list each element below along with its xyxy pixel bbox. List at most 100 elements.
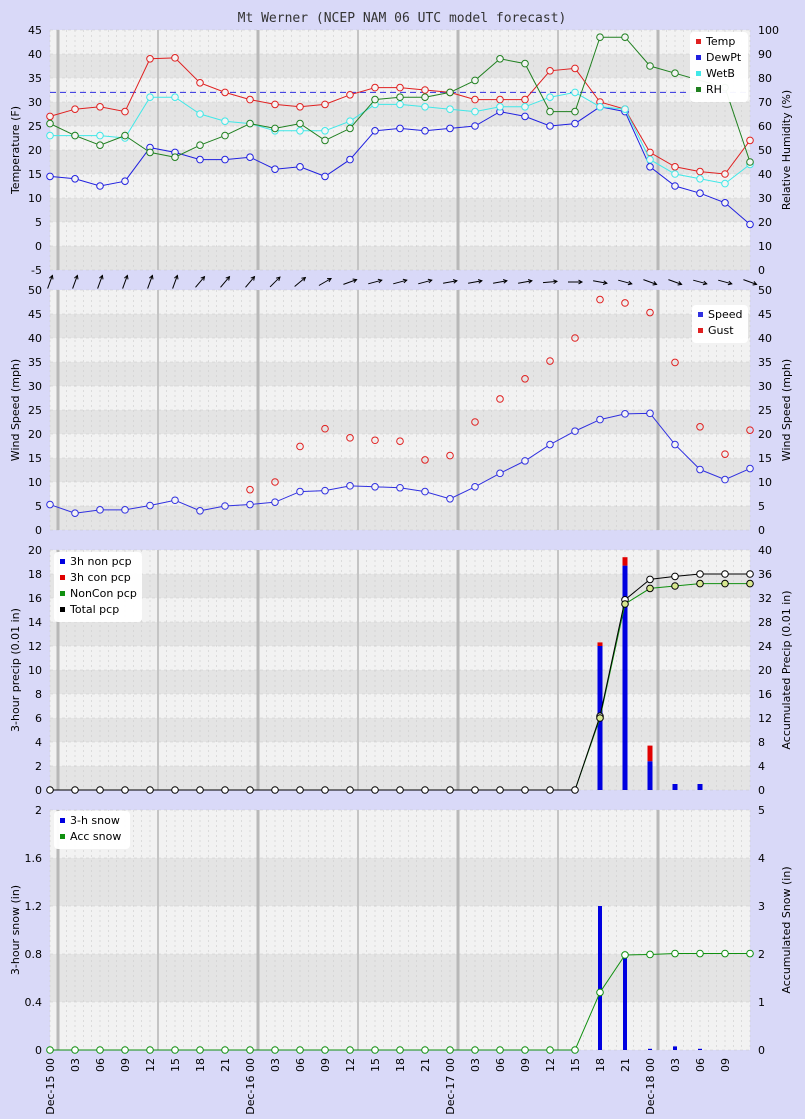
wind-arrow-shaft	[693, 279, 707, 285]
point-noncon-pcp	[646, 584, 654, 593]
point-acc-snow	[621, 951, 629, 959]
bar-3h-non-pcp	[647, 761, 653, 790]
point-acc-snow	[371, 1046, 379, 1054]
point-dewpt	[371, 127, 379, 135]
y2-tick-label: 16	[758, 688, 772, 701]
wind-arrow-head	[327, 277, 332, 283]
x-tick-label: Dec-17 00	[444, 1058, 457, 1115]
wind-arrow-head	[677, 281, 683, 286]
wind-arrow	[47, 274, 54, 289]
bar-3h-snow	[698, 1048, 702, 1050]
legend-label: 3h non pcp	[70, 555, 132, 568]
wind-arrow-head	[174, 274, 179, 280]
wind-arrow	[122, 274, 129, 289]
legend-swatch	[698, 328, 703, 333]
x-tick-label: 06	[94, 1058, 107, 1072]
wind-arrow-shaft	[343, 279, 357, 285]
point-temp	[496, 95, 504, 104]
point-gust	[521, 375, 529, 383]
point-rh	[596, 33, 604, 42]
point-acc-snow	[121, 1046, 129, 1054]
point-dewpt	[546, 122, 554, 130]
y2-tick-label: 20	[758, 428, 772, 441]
y-tick-label: 20	[28, 544, 42, 557]
wind-arrow-shaft	[493, 280, 507, 284]
point-total-pcp	[396, 786, 404, 794]
wind-arrow	[294, 276, 307, 287]
y2-axis-label: Accumulated Precip (0.01 in)	[780, 590, 793, 749]
y-tick-label: 0	[35, 784, 42, 797]
point-gust	[696, 423, 704, 431]
y-tick-label: 0	[35, 240, 42, 253]
y-tick-label: 40	[28, 48, 42, 61]
y-tick-label: 2	[35, 760, 42, 773]
wind-arrow-head	[752, 281, 758, 286]
x-tick-label: Dec-18 00	[644, 1058, 657, 1115]
x-tick-label: 21	[419, 1058, 432, 1072]
y2-tick-label: 40	[758, 332, 772, 345]
point-gust	[246, 485, 254, 494]
wind-arrow-shaft	[542, 280, 558, 284]
wind-arrow-shaft	[47, 275, 53, 289]
point-speed	[746, 464, 754, 473]
x-tick-label: 21	[219, 1058, 232, 1072]
bar-3h-snow	[673, 1046, 677, 1050]
point-total-pcp	[146, 786, 154, 794]
point-temp	[196, 79, 204, 87]
point-total-pcp	[746, 570, 754, 578]
y-tick-label: 4	[35, 736, 42, 749]
wind-arrow-head	[702, 280, 708, 286]
point-temp	[246, 95, 254, 104]
x-tick-label: 12	[344, 1058, 357, 1072]
point-dewpt	[521, 112, 529, 121]
wind-arrow-shaft	[593, 280, 607, 284]
wind-arrow	[147, 274, 154, 289]
point-acc-snow	[271, 1046, 279, 1054]
point-speed	[196, 507, 204, 515]
y-tick-label: 10	[28, 664, 42, 677]
legend-swatch	[60, 591, 65, 596]
point-wetb	[521, 103, 529, 111]
point-rh	[271, 124, 279, 133]
y2-tick-label: 0	[758, 784, 765, 797]
point-dewpt	[46, 172, 54, 181]
legend-swatch	[60, 575, 65, 580]
legend: Temp DewPt WetB RH	[690, 32, 748, 102]
point-dewpt	[671, 182, 679, 190]
y-tick-label: 15	[28, 452, 42, 465]
point-rh	[196, 141, 204, 149]
point-acc-snow	[521, 1046, 529, 1054]
wind-arrow-shaft	[172, 275, 178, 289]
point-acc-snow	[421, 1046, 429, 1054]
point-dewpt	[421, 127, 429, 135]
y2-tick-label: 12	[758, 712, 772, 725]
x-tick-label: Dec-16 00	[244, 1058, 257, 1115]
point-temp	[296, 103, 304, 111]
y2-tick-label: 30	[758, 380, 772, 393]
point-acc-snow	[546, 1046, 554, 1054]
point-wetb	[696, 175, 704, 183]
point-dewpt	[446, 124, 454, 133]
point-gust	[646, 308, 654, 317]
legend-box	[690, 32, 748, 102]
point-rh	[496, 55, 504, 63]
point-dewpt	[471, 122, 479, 130]
x-tick-label: 18	[394, 1058, 407, 1072]
x-tick-label: 09	[519, 1058, 532, 1072]
y2-tick-label: 4	[758, 852, 765, 865]
wind-arrow	[220, 275, 231, 288]
point-rh	[46, 119, 54, 128]
y-tick-label: 50	[28, 284, 42, 297]
wind-arrow-shaft	[245, 276, 255, 288]
wind-arrow-shaft	[294, 277, 306, 287]
legend-label: Temp	[705, 35, 735, 48]
point-temp	[721, 170, 729, 178]
point-temp	[571, 64, 579, 73]
point-rh	[396, 93, 404, 101]
point-total-pcp	[296, 786, 304, 794]
wind-arrow	[593, 280, 608, 285]
point-temp	[271, 100, 279, 109]
legend-swatch	[60, 818, 65, 823]
legend-swatch	[60, 834, 65, 839]
point-rh	[746, 158, 754, 166]
